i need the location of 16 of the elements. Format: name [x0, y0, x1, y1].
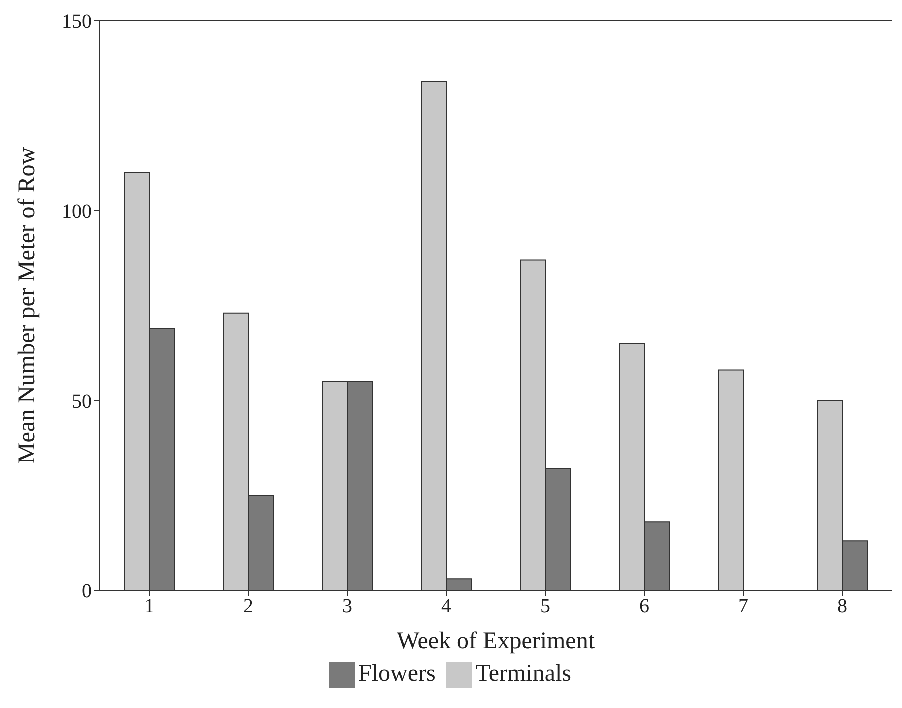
x-tick-label: 8: [838, 596, 848, 618]
legend-label: Flowers: [358, 660, 436, 687]
x-tick-label: 4: [442, 596, 452, 618]
x-tick-label: 7: [738, 596, 748, 618]
legend-label: Terminals: [476, 660, 572, 687]
y-tick-label: 50: [72, 390, 92, 413]
x-tick-label: 5: [540, 596, 550, 618]
x-tick-label: 3: [342, 596, 352, 618]
x-tick-label: 6: [640, 596, 650, 618]
x-tick-label: 1: [144, 596, 154, 618]
x-tick-label: 2: [244, 596, 254, 618]
y-tick-label: 150: [62, 11, 92, 34]
y-axis-title: Mean Number per Meter of Row: [14, 146, 41, 464]
y-tick-label: 100: [62, 200, 92, 223]
x-axis-title: Week of Experiment: [397, 628, 596, 655]
y-tick-label: 0: [82, 580, 92, 603]
